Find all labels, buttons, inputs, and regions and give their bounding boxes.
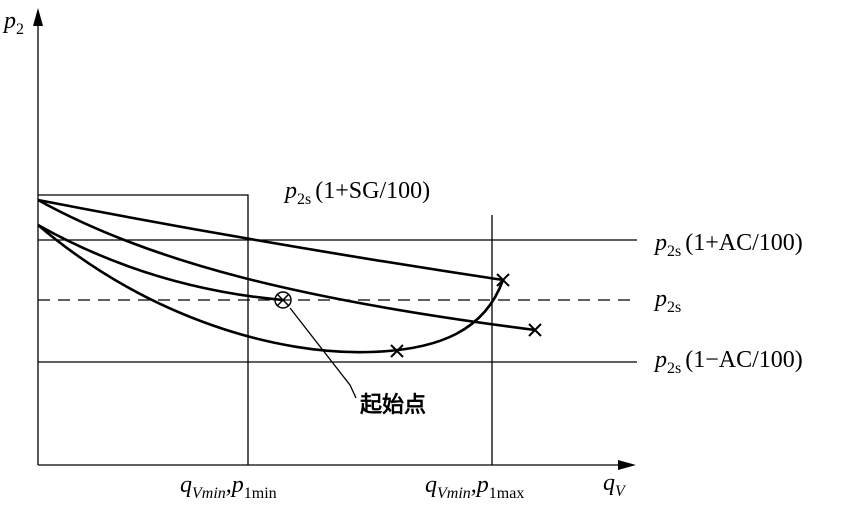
curve-label: p2s (1+SG/100) [283,178,430,208]
annotation: 起始点 [359,392,426,418]
leader-line [289,307,357,399]
min-box [38,194,249,465]
ref-label: p2s (1−AC/100) [653,347,803,377]
curve [37,198,504,282]
y-axis-label: p2 [2,8,24,38]
x-arrow [618,460,636,470]
x-marker-label: qVmin,p1min [180,472,277,502]
x-marker-label: qVmin,p1max [425,472,524,502]
curve [37,223,284,302]
ref-label: p2s [653,286,681,316]
ref-label: p2s (1+AC/100) [653,230,803,260]
curve [37,198,536,332]
markers [274,273,542,358]
x-axis-label: qV [603,470,627,500]
curve [37,224,505,354]
y-arrow [33,8,43,26]
